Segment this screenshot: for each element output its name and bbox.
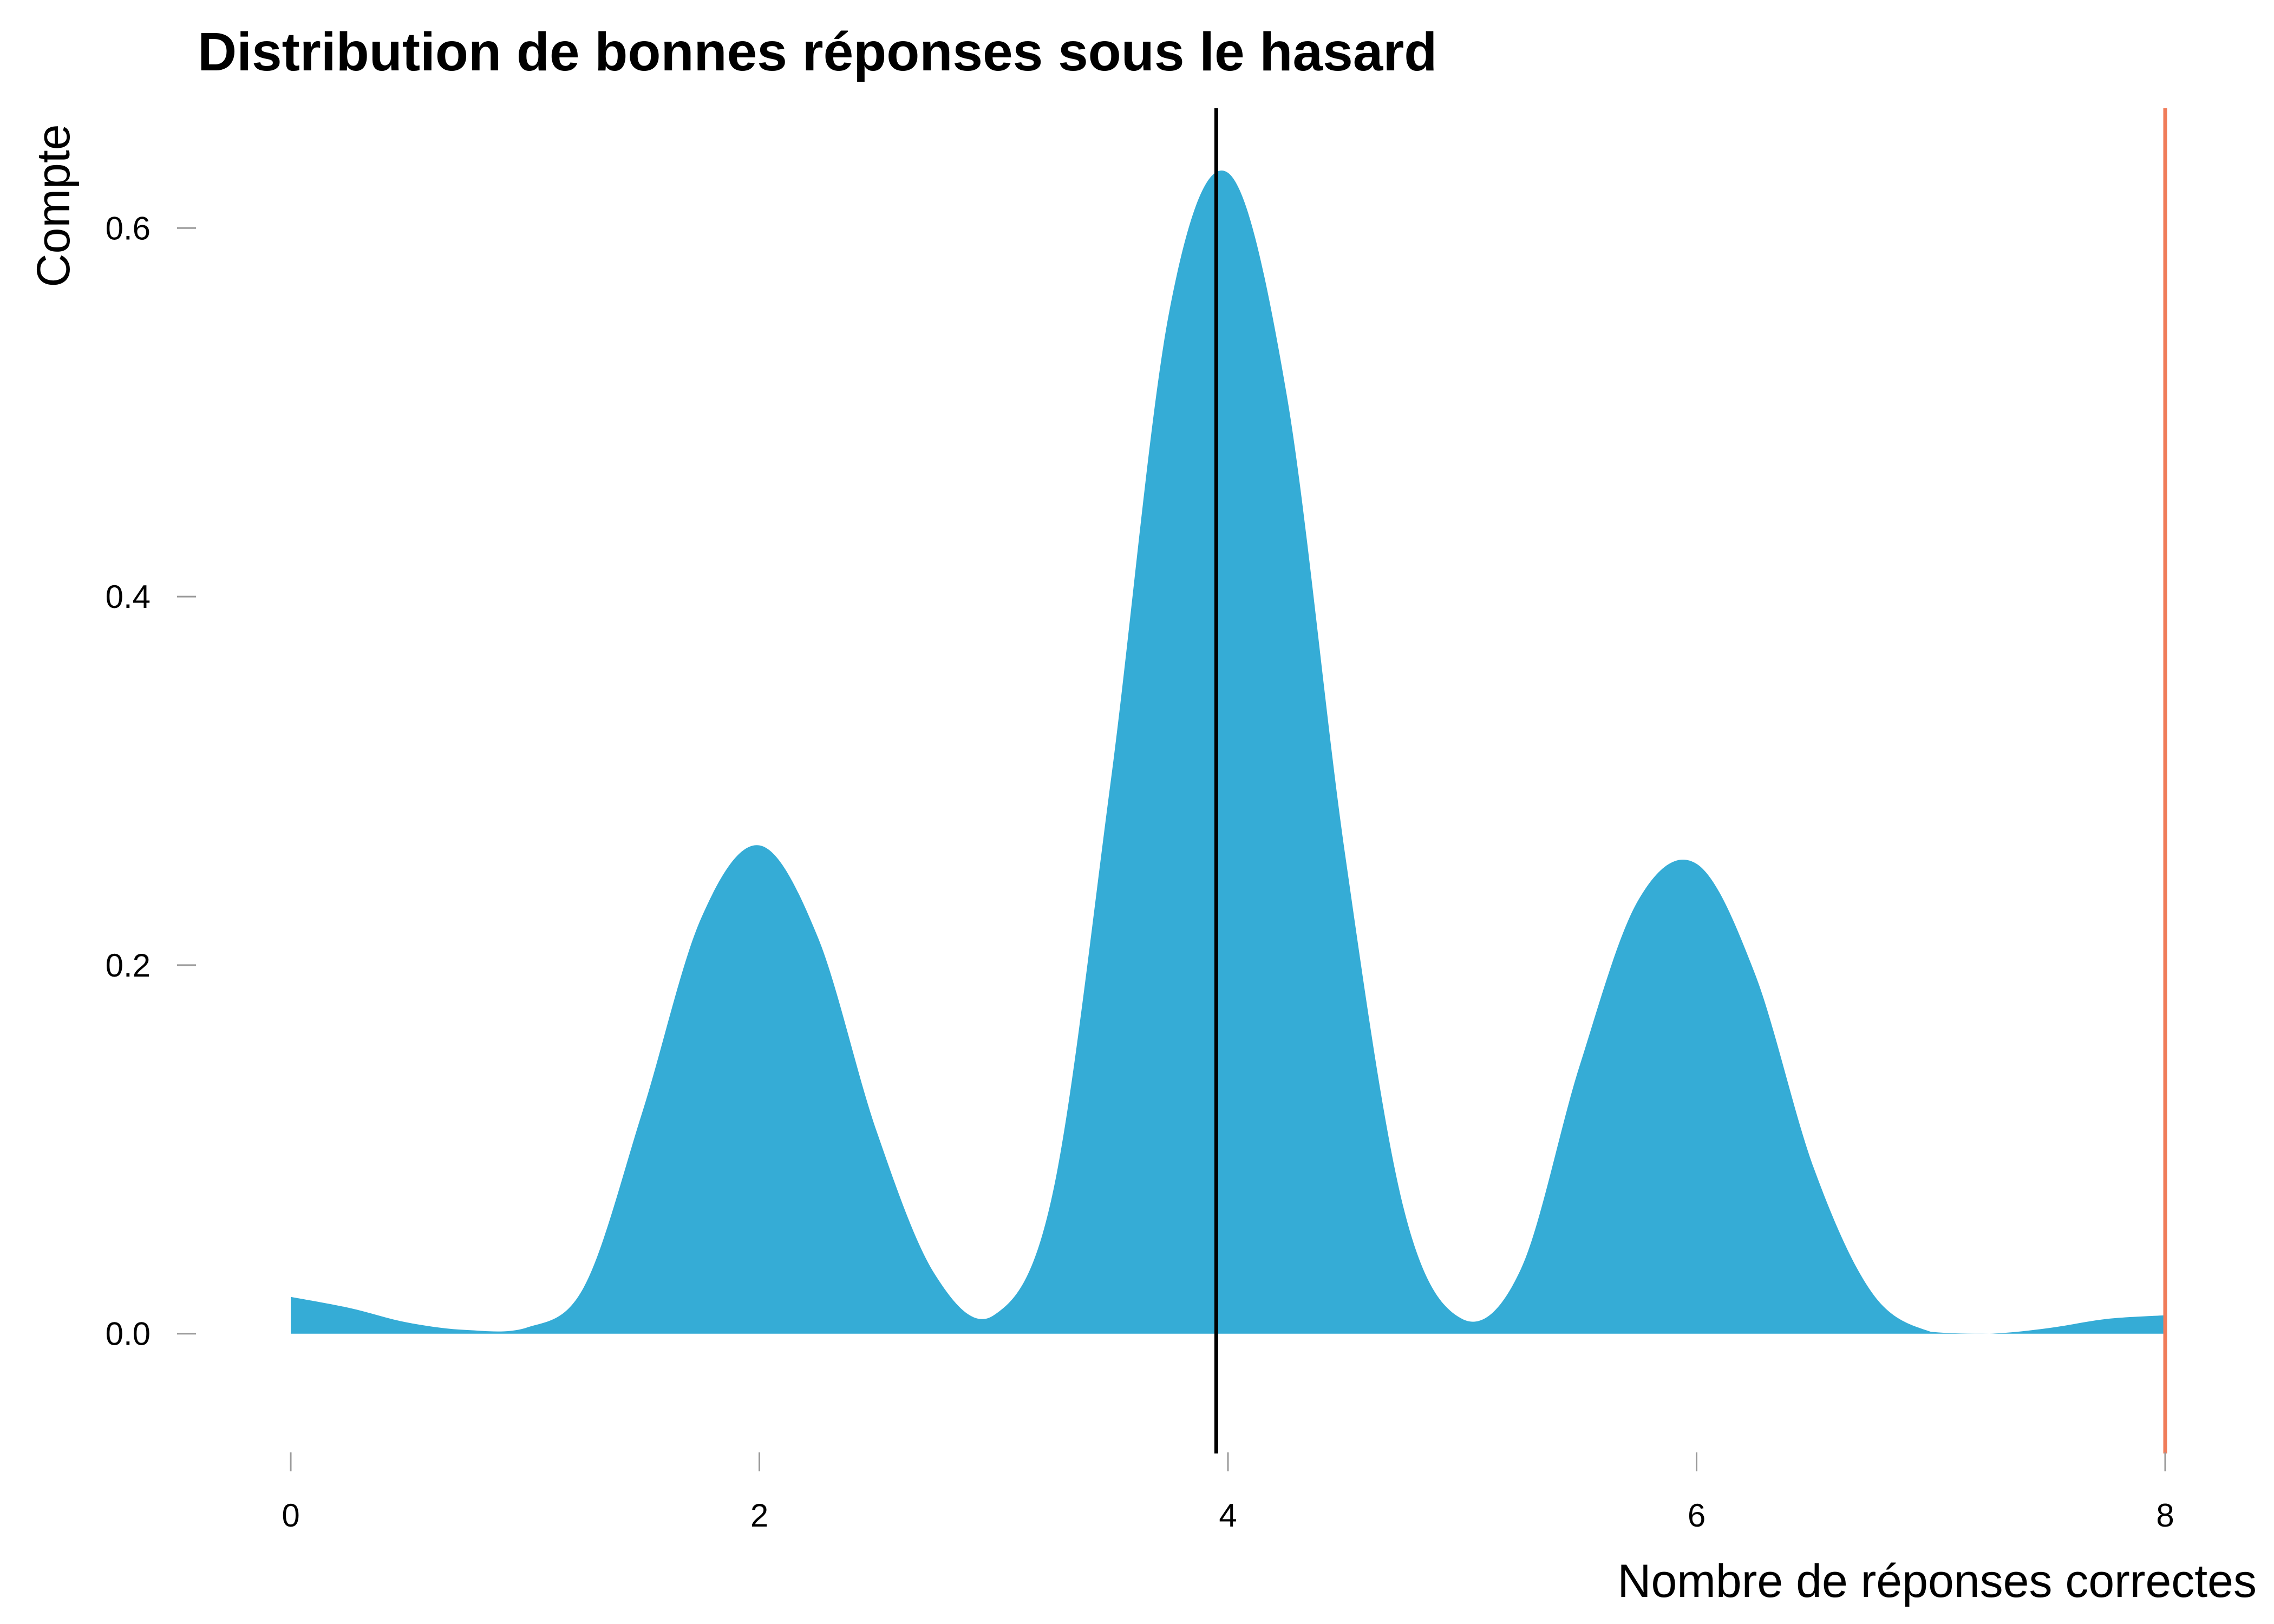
x-tick-label: 8 xyxy=(2156,1497,2174,1534)
chart-title: Distribution de bonnes réponses sous le … xyxy=(198,22,1437,82)
y-axis: 0.0 0.2 0.4 0.6 xyxy=(106,210,196,1352)
y-tick-label: 0.0 xyxy=(106,1316,151,1352)
density-area xyxy=(291,170,2165,1334)
y-tick-label: 0.2 xyxy=(106,947,151,984)
x-tick-label: 4 xyxy=(1219,1497,1237,1534)
x-tick-label: 0 xyxy=(282,1497,299,1534)
y-tick-label: 0.6 xyxy=(106,210,151,246)
y-axis-title: Compte xyxy=(28,124,80,287)
plot-area xyxy=(291,108,2167,1453)
x-tick-label: 2 xyxy=(750,1497,768,1534)
y-tick-label: 0.4 xyxy=(106,579,151,615)
x-axis: 0 2 4 6 8 xyxy=(282,1452,2174,1534)
x-tick-label: 6 xyxy=(1688,1497,1706,1534)
x-axis-title: Nombre de réponses correctes xyxy=(1617,1555,2257,1607)
